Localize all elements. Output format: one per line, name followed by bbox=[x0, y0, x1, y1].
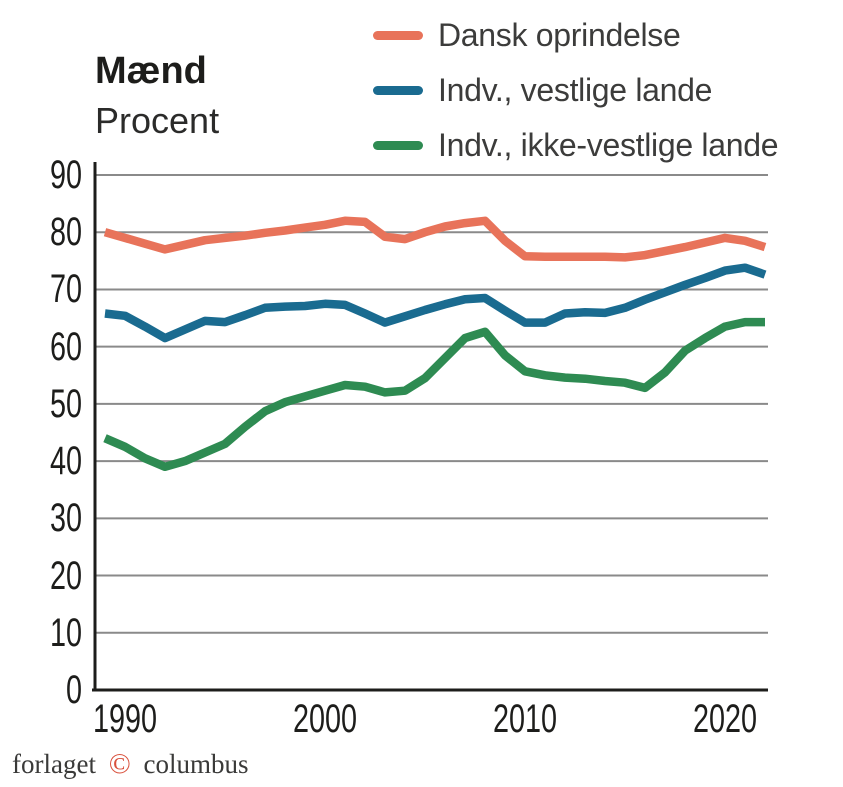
line-indv-ikke-vestlige-lande bbox=[103, 317, 765, 472]
chart-title: Mænd bbox=[95, 50, 207, 92]
y-tick-label: 70 bbox=[49, 267, 82, 312]
y-tick-label: 10 bbox=[49, 610, 82, 655]
x-tick-label: 2020 bbox=[692, 697, 758, 741]
legend-swatch-ikke-vestlige-lande bbox=[373, 141, 423, 150]
line-indv-vestlige-lande bbox=[104, 263, 767, 343]
x-tick-label: 2000 bbox=[292, 697, 358, 741]
line-dansk-oprindelse bbox=[103, 216, 767, 262]
legend-item: Indv., ikke-vestlige lande bbox=[373, 118, 779, 173]
legend-label: Indv., vestlige lande bbox=[438, 72, 713, 108]
y-tick-label: 50 bbox=[49, 381, 82, 426]
publisher-suffix: columbus bbox=[143, 749, 249, 779]
y-tick-label: 60 bbox=[49, 324, 82, 369]
legend-label: Indv., ikke-vestlige lande bbox=[438, 127, 779, 163]
y-tick-label: 90 bbox=[49, 153, 82, 197]
legend-swatch-vestlige-lande bbox=[373, 86, 423, 95]
y-tick-label: 80 bbox=[49, 210, 82, 255]
publisher-credit: forlaget © columbus bbox=[12, 748, 249, 781]
x-tick-label: 1990 bbox=[92, 697, 158, 741]
chart-subtitle: Procent bbox=[95, 100, 220, 141]
copyright-icon: © bbox=[108, 748, 131, 780]
x-tick-label: 2010 bbox=[492, 697, 558, 741]
y-tick-label: 20 bbox=[49, 553, 82, 598]
y-tick-label: 40 bbox=[49, 439, 82, 484]
y-tick-label: 0 bbox=[65, 668, 82, 712]
y-tick-label: 30 bbox=[49, 496, 82, 541]
legend-item: Indv., vestlige lande bbox=[373, 63, 778, 118]
publisher-prefix: forlaget bbox=[12, 749, 96, 779]
legend-swatch-dansk-oprindelse bbox=[373, 31, 423, 40]
legend-item: Dansk oprindelse bbox=[373, 8, 778, 63]
legend: Dansk oprindelse Indv., vestlige lande I… bbox=[373, 8, 779, 173]
legend-label: Dansk oprindelse bbox=[438, 17, 681, 53]
